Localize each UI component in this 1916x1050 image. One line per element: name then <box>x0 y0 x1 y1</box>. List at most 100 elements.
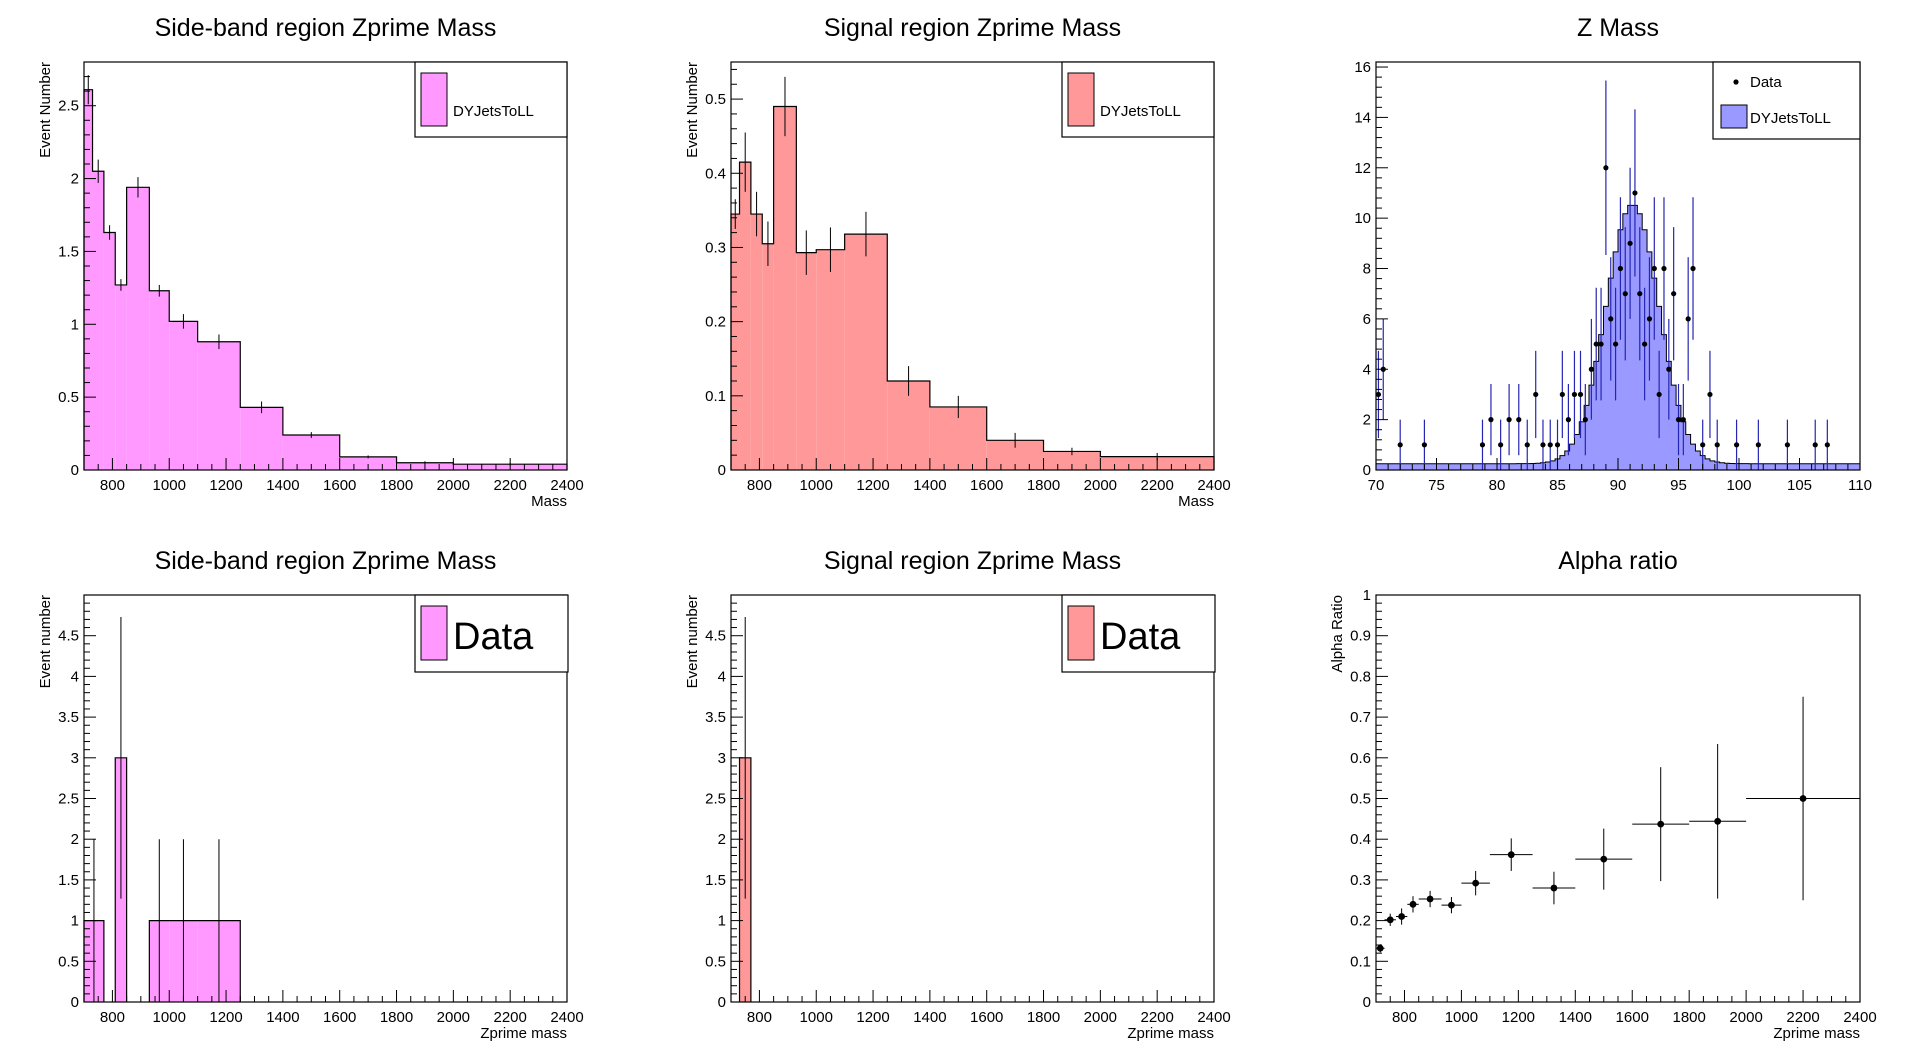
histogram-bar-3 <box>103 232 116 470</box>
data-point-13 <box>1547 442 1553 448</box>
data-point-3 <box>1397 442 1403 448</box>
x-tick-label: 95 <box>1670 477 1687 494</box>
chart-title: Side-band region Zprime Mass <box>155 14 497 42</box>
x-tick-label: 1200 <box>856 1009 889 1026</box>
legend: DYJetsToLL <box>1061 61 1215 138</box>
x-tick-label: 2200 <box>1786 1009 1819 1026</box>
x-axis-label: Zprime mass <box>480 1025 567 1042</box>
x-tick-label: 2000 <box>1084 477 1117 494</box>
ratio-point-5 <box>1426 895 1434 903</box>
x-tick-label: 1800 <box>380 1009 413 1026</box>
x-tick-label: 1600 <box>323 477 356 494</box>
y-tick-label: 4 <box>1363 361 1371 378</box>
x-tick-label: 80 <box>1489 477 1506 494</box>
y-axis: 0 2 4 6 8 10 12 14 16 <box>1354 59 1388 479</box>
x-axis: 70 75 80 85 90 95 100 105 110 <box>1368 458 1872 494</box>
y-axis-label: Event number <box>684 595 701 688</box>
data-point-16 <box>1565 417 1571 423</box>
x-tick-label: 1800 <box>1672 1009 1705 1026</box>
data-point-42 <box>1700 442 1706 448</box>
data-point-19 <box>1582 417 1588 423</box>
y-tick-label: 2.5 <box>58 791 79 808</box>
y-tick-label: 1 <box>71 316 79 333</box>
y-tick-label: 0.2 <box>1350 913 1371 930</box>
data-point-41 <box>1690 265 1696 272</box>
data-point-11 <box>1533 391 1539 398</box>
x-tick-label: 100 <box>1726 477 1751 494</box>
y-tick-label: 8 <box>1363 261 1371 278</box>
x-tick-label: 1800 <box>380 477 413 494</box>
legend-entry: DYJetsToLL <box>1100 103 1181 120</box>
legend-data-marker <box>1733 79 1739 85</box>
chart-title: Signal region Zprime Mass <box>824 547 1121 575</box>
y-tick-label: 0.7 <box>1350 709 1371 726</box>
x-tick-label: 1600 <box>1616 1009 1649 1026</box>
data-point-15 <box>1559 391 1565 398</box>
data-point-24 <box>1608 316 1614 322</box>
x-tick-label: 1200 <box>856 477 889 494</box>
data-point-31 <box>1642 341 1648 347</box>
x-tick-label: 70 <box>1368 477 1385 494</box>
x-tick-label: 1000 <box>153 1009 186 1026</box>
chart-title: Alpha ratio <box>1558 547 1678 575</box>
histogram-bar-7 <box>816 249 845 470</box>
x-axis-label: Zprime mass <box>1773 1025 1860 1042</box>
x-tick-label: 85 <box>1549 477 1566 494</box>
x-tick-label: 2400 <box>550 477 583 494</box>
x-axis: 800 1000 1200 1400 1600 1800 2000 2200 2400Zprim… <box>1375 990 1877 1042</box>
legend: Data <box>414 594 569 673</box>
x-tick-label: 1000 <box>153 477 186 494</box>
x-tick-label: 800 <box>1392 1009 1417 1026</box>
y-tick-label: 0.4 <box>705 165 726 182</box>
x-tick-label: 105 <box>1787 477 1812 494</box>
x-tick-label: 2400 <box>1843 1009 1876 1026</box>
x-tick-label: 110 <box>1848 477 1872 494</box>
histogram-bar-6 <box>149 290 170 470</box>
histogram <box>83 75 568 471</box>
x-axis-label: Mass <box>531 493 567 510</box>
histogram-bar-8 <box>197 341 241 470</box>
y-axis-label: Event number <box>37 595 54 688</box>
ratio-point-10 <box>1600 855 1608 863</box>
y-axis-label: Alpha Ratio <box>1329 595 1346 673</box>
x-tick-label: 1200 <box>209 1009 242 1026</box>
x-tick-label: 2200 <box>1140 477 1173 494</box>
data-point-5 <box>1479 442 1486 448</box>
ratio-point-12 <box>1714 817 1722 825</box>
y-tick-label: 0 <box>71 994 79 1011</box>
data-point-20 <box>1588 366 1594 372</box>
y-tick-label: 12 <box>1354 160 1371 177</box>
histogram <box>738 616 752 1002</box>
y-tick-label: 0.5 <box>58 953 79 970</box>
histogram-bar-2 <box>739 162 751 471</box>
histogram-bar-5 <box>773 106 797 470</box>
histogram <box>83 616 241 1002</box>
chart-title: Side-band region Zprime Mass <box>155 547 497 575</box>
y-tick-label: 0.4 <box>1350 831 1371 848</box>
y-tick-label: 1.5 <box>58 243 79 260</box>
legend-swatch <box>420 72 448 127</box>
ratio-point-4 <box>1409 900 1417 908</box>
x-tick-label: 2000 <box>437 1009 470 1026</box>
data-point-38 <box>1675 417 1682 423</box>
y-axis-label: Event Number <box>37 62 54 158</box>
y-axis: 0 0.1 0.2 0.3 0.4 0.5 0.6 0.7 0.8 0.9 1 Alpha Ratio <box>1329 587 1388 1011</box>
chart-title: Signal region Zprime Mass <box>824 14 1121 42</box>
x-tick-label: 1000 <box>800 1009 833 1026</box>
ratio-point-9 <box>1550 884 1558 892</box>
x-tick-label: 800 <box>100 477 125 494</box>
x-tick-label: 2400 <box>1197 477 1230 494</box>
x-tick-label: 1200 <box>209 477 242 494</box>
y-tick-label: 10 <box>1354 210 1371 227</box>
ratio-point-1 <box>1376 944 1384 952</box>
x-tick-label: 1400 <box>1559 1009 1592 1026</box>
legend-entry: Data <box>453 616 534 658</box>
data-point-14 <box>1554 442 1561 448</box>
x-axis: 800 1000 1200 1400 1600 1800 2000 2200 2400Zprim… <box>83 990 584 1042</box>
x-tick-label: 1000 <box>1445 1009 1478 1026</box>
data-point-6 <box>1488 417 1494 423</box>
x-tick-label: 1600 <box>970 477 1003 494</box>
data-point-45 <box>1733 442 1740 448</box>
